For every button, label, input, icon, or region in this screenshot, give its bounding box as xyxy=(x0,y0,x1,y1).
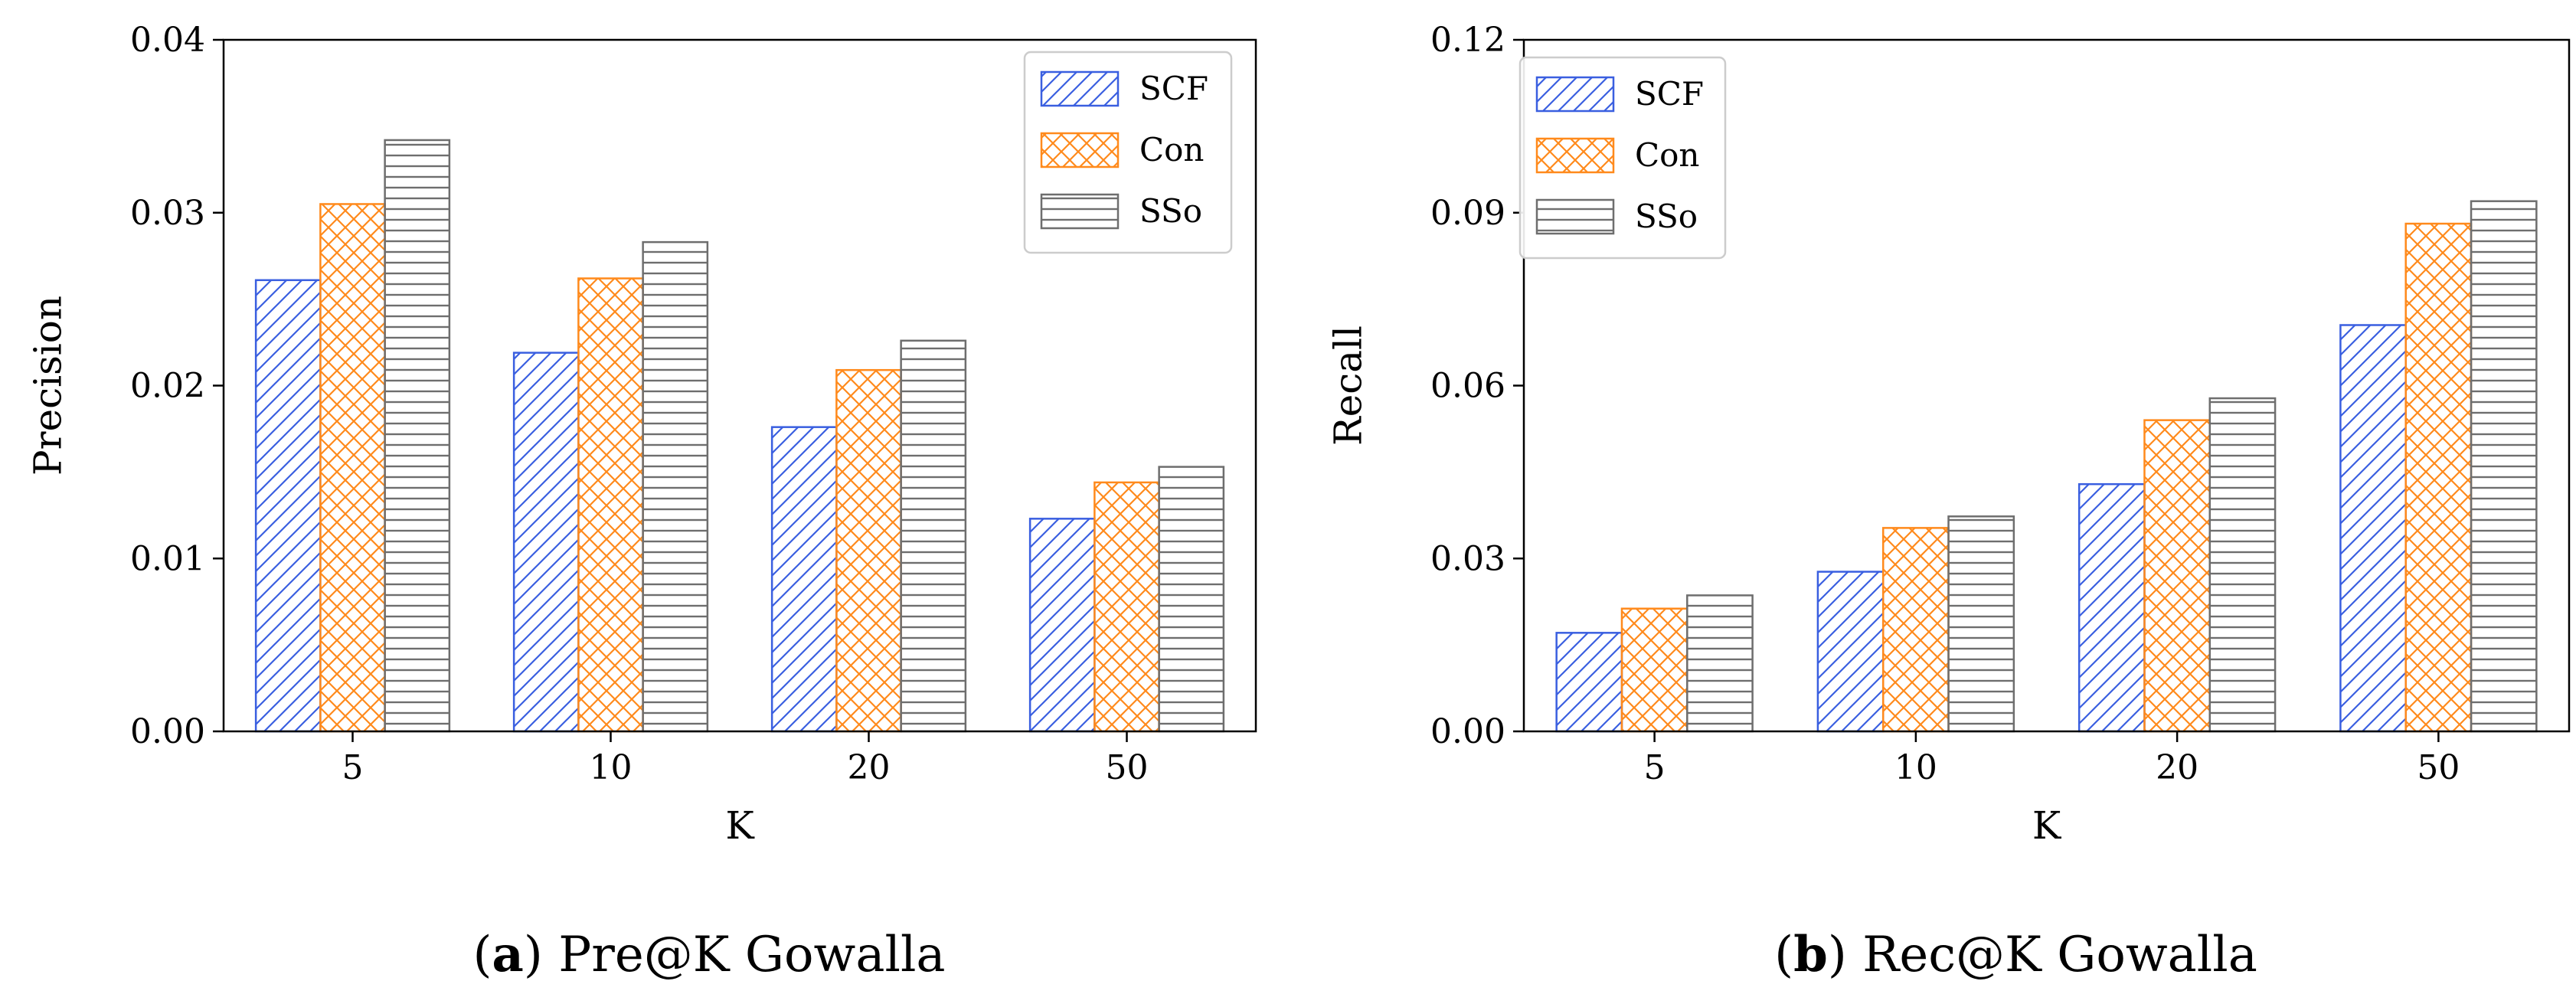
recall-caption: (b) Rec@K Gowalla xyxy=(1774,926,2257,983)
recall-bar-sso-k5 xyxy=(1686,594,1754,733)
precision-legend-swatch-scf xyxy=(1040,70,1120,107)
recall-bar-scf-k50 xyxy=(2339,324,2407,733)
recall-bar-sso-k10 xyxy=(1947,515,2015,733)
precision-x-tick-label: 20 xyxy=(848,748,891,787)
recall-bar-scf-k10 xyxy=(1816,571,1885,733)
precision-x-tick-label: 5 xyxy=(342,748,364,787)
recall-caption-letter: b xyxy=(1793,926,1828,983)
precision-bar-scf-k5 xyxy=(254,279,322,733)
precision-bar-sso-k5 xyxy=(384,139,451,733)
precision-y-tick-label: 0.03 xyxy=(130,194,205,233)
recall-y-tick-label: 0.00 xyxy=(1430,712,1505,751)
precision-bars xyxy=(254,139,1225,733)
precision-legend-swatch-con xyxy=(1040,132,1120,168)
recall-legend-swatch-con xyxy=(1535,137,1615,174)
precision-caption-text: Pre@K Gowalla xyxy=(558,927,945,983)
precision-chart: 0.00 0.01 0.02 0.03 0.04 5 10 20 50 K Precision… xyxy=(26,21,1257,983)
recall-legend-label-sso: SSo xyxy=(1635,198,1698,235)
precision-legend-label-sso: SSo xyxy=(1139,192,1202,230)
precision-y-tick-label: 0.02 xyxy=(130,367,205,406)
precision-bar-sso-k10 xyxy=(642,240,709,733)
recall-legend: SCF Con SSo xyxy=(1518,56,1727,260)
recall-bar-scf-k5 xyxy=(1555,632,1623,733)
recall-bar-con-k5 xyxy=(1620,607,1688,733)
recall-x-tick-label: 20 xyxy=(2156,748,2198,787)
recall-bar-sso-k20 xyxy=(2208,397,2277,733)
precision-bar-con-k20 xyxy=(835,368,902,733)
precision-y-tick-label: 0.04 xyxy=(130,21,205,60)
precision-x-axis-label: K xyxy=(725,803,755,848)
recall-bar-con-k10 xyxy=(1881,527,1950,733)
recall-legend-swatch-sso xyxy=(1535,198,1615,235)
precision-x-ticks: 5 10 20 50 xyxy=(342,731,1149,787)
precision-bar-sso-k50 xyxy=(1158,466,1225,733)
recall-legend-label-con: Con xyxy=(1635,136,1699,174)
recall-x-tick-label: 5 xyxy=(1644,748,1666,787)
precision-x-tick-label: 50 xyxy=(1106,748,1149,787)
precision-bar-scf-k50 xyxy=(1028,518,1096,733)
precision-y-tick-label: 0.01 xyxy=(130,539,205,578)
recall-x-axis-label: K xyxy=(2032,803,2062,848)
precision-bar-con-k50 xyxy=(1093,481,1160,733)
precision-y-axis-label: Precision xyxy=(26,296,70,476)
recall-x-tick-label: 10 xyxy=(1894,748,1937,787)
recall-bar-scf-k20 xyxy=(2077,482,2146,733)
recall-chart: 0.00 0.03 0.06 0.09 0.12 5 10 20 50 K Recall SC… xyxy=(1326,21,2571,983)
recall-x-tick-label: 50 xyxy=(2417,748,2460,787)
recall-bars xyxy=(1555,200,2538,733)
precision-caption: (a) Pre@K Gowalla xyxy=(472,926,945,983)
precision-bar-con-k10 xyxy=(577,277,644,733)
precision-legend-label-con: Con xyxy=(1139,131,1204,168)
recall-y-tick-label: 0.12 xyxy=(1430,21,1505,60)
recall-y-tick-label: 0.06 xyxy=(1430,367,1505,406)
precision-legend-swatch-sso xyxy=(1040,193,1120,230)
recall-bar-con-k20 xyxy=(2143,419,2212,733)
recall-caption-text: Rec@K Gowalla xyxy=(1862,927,2257,983)
recall-y-ticks: 0.00 0.03 0.06 0.09 0.12 xyxy=(1430,21,1524,751)
precision-y-ticks: 0.00 0.01 0.02 0.03 0.04 xyxy=(130,21,224,751)
precision-x-tick-label: 10 xyxy=(590,748,633,787)
recall-y-tick-label: 0.09 xyxy=(1430,194,1505,233)
recall-legend-label-scf: SCF xyxy=(1635,75,1704,113)
precision-bar-scf-k20 xyxy=(770,426,838,733)
precision-caption-letter: a xyxy=(492,926,523,983)
precision-y-tick-label: 0.00 xyxy=(130,712,205,751)
recall-y-axis-label: Recall xyxy=(1326,325,1371,446)
precision-bar-sso-k20 xyxy=(900,339,967,733)
precision-bar-scf-k10 xyxy=(512,352,580,733)
recall-x-ticks: 5 10 20 50 xyxy=(1644,731,2460,787)
precision-legend-label-scf: SCF xyxy=(1139,70,1208,107)
recall-y-tick-label: 0.03 xyxy=(1430,539,1505,578)
recall-bar-sso-k50 xyxy=(2470,200,2538,733)
precision-legend: SCF Con SSo xyxy=(1023,51,1233,254)
precision-bar-con-k5 xyxy=(319,203,386,733)
recall-legend-swatch-scf xyxy=(1535,76,1615,113)
recall-bar-con-k50 xyxy=(2404,222,2473,733)
